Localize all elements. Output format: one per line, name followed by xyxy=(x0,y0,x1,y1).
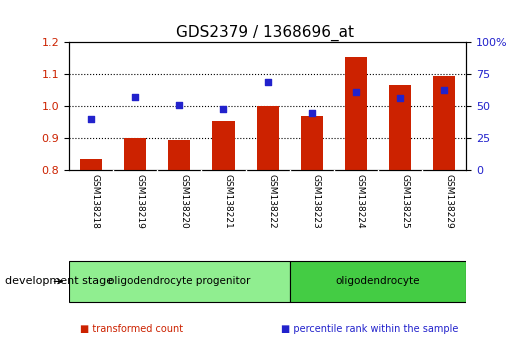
FancyBboxPatch shape xyxy=(69,261,290,302)
Bar xyxy=(124,138,146,170)
Text: GSM138224: GSM138224 xyxy=(356,174,365,229)
Bar xyxy=(168,139,190,170)
Bar xyxy=(389,86,411,170)
Bar xyxy=(301,116,323,170)
Point xyxy=(396,96,404,101)
Text: GSM138223: GSM138223 xyxy=(312,174,321,229)
FancyBboxPatch shape xyxy=(290,261,466,302)
Point xyxy=(440,87,448,93)
Text: GSM138225: GSM138225 xyxy=(400,174,409,229)
Text: GSM138221: GSM138221 xyxy=(224,174,233,229)
Point xyxy=(131,94,139,99)
Point xyxy=(219,107,228,112)
Text: development stage: development stage xyxy=(5,276,113,286)
Bar xyxy=(80,159,102,170)
Bar xyxy=(345,57,367,170)
Bar xyxy=(257,105,279,170)
Bar xyxy=(434,76,455,170)
Bar xyxy=(213,121,234,170)
Text: GSM138220: GSM138220 xyxy=(179,174,188,229)
Text: GDS2379 / 1368696_at: GDS2379 / 1368696_at xyxy=(176,25,354,41)
Point xyxy=(352,89,360,95)
Text: GSM138218: GSM138218 xyxy=(91,174,100,229)
Text: GSM138229: GSM138229 xyxy=(444,174,453,229)
Point xyxy=(307,110,316,115)
Text: ■ percentile rank within the sample: ■ percentile rank within the sample xyxy=(281,324,458,334)
Text: ■ transformed count: ■ transformed count xyxy=(80,324,183,334)
Text: oligodendrocyte progenitor: oligodendrocyte progenitor xyxy=(108,276,251,286)
Text: GSM138219: GSM138219 xyxy=(135,174,144,229)
Point xyxy=(175,102,183,108)
Point xyxy=(87,116,95,122)
Point xyxy=(263,80,272,85)
Text: GSM138222: GSM138222 xyxy=(268,174,277,229)
Text: oligodendrocyte: oligodendrocyte xyxy=(336,276,420,286)
